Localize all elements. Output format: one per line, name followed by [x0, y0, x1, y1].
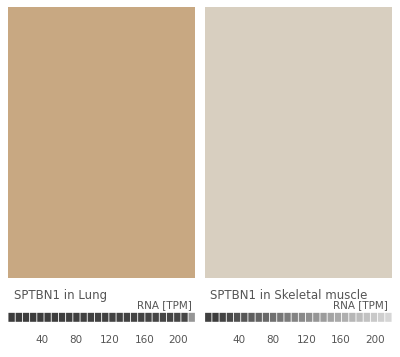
- FancyBboxPatch shape: [160, 313, 166, 322]
- FancyBboxPatch shape: [174, 313, 180, 322]
- FancyBboxPatch shape: [227, 313, 233, 322]
- FancyBboxPatch shape: [52, 313, 58, 322]
- Text: 120: 120: [297, 335, 317, 345]
- FancyBboxPatch shape: [188, 313, 195, 322]
- FancyBboxPatch shape: [138, 313, 144, 322]
- FancyBboxPatch shape: [44, 313, 51, 322]
- Text: 80: 80: [266, 335, 279, 345]
- FancyBboxPatch shape: [66, 313, 72, 322]
- Text: 160: 160: [134, 335, 154, 345]
- Text: RNA [TPM]: RNA [TPM]: [333, 301, 388, 311]
- FancyBboxPatch shape: [116, 313, 123, 322]
- FancyBboxPatch shape: [277, 313, 284, 322]
- FancyBboxPatch shape: [80, 313, 87, 322]
- FancyBboxPatch shape: [8, 313, 15, 322]
- Text: 200: 200: [168, 335, 188, 345]
- FancyBboxPatch shape: [88, 313, 94, 322]
- Text: 160: 160: [331, 335, 351, 345]
- Text: 40: 40: [232, 335, 245, 345]
- Text: 120: 120: [100, 335, 120, 345]
- FancyBboxPatch shape: [342, 313, 348, 322]
- FancyBboxPatch shape: [205, 313, 212, 322]
- FancyBboxPatch shape: [356, 313, 363, 322]
- FancyBboxPatch shape: [248, 313, 255, 322]
- FancyBboxPatch shape: [59, 313, 65, 322]
- Text: 80: 80: [70, 335, 83, 345]
- FancyBboxPatch shape: [16, 313, 22, 322]
- FancyBboxPatch shape: [167, 313, 173, 322]
- Text: 40: 40: [36, 335, 49, 345]
- FancyBboxPatch shape: [73, 313, 80, 322]
- FancyBboxPatch shape: [299, 313, 305, 322]
- FancyBboxPatch shape: [263, 313, 269, 322]
- Text: 200: 200: [365, 335, 385, 345]
- FancyBboxPatch shape: [364, 313, 370, 322]
- Text: RNA [TPM]: RNA [TPM]: [137, 301, 192, 311]
- FancyBboxPatch shape: [349, 313, 356, 322]
- FancyBboxPatch shape: [292, 313, 298, 322]
- FancyBboxPatch shape: [124, 313, 130, 322]
- FancyBboxPatch shape: [109, 313, 116, 322]
- FancyBboxPatch shape: [256, 313, 262, 322]
- FancyBboxPatch shape: [385, 313, 392, 322]
- FancyBboxPatch shape: [102, 313, 108, 322]
- FancyBboxPatch shape: [37, 313, 44, 322]
- FancyBboxPatch shape: [212, 313, 219, 322]
- FancyBboxPatch shape: [152, 313, 159, 322]
- FancyBboxPatch shape: [306, 313, 312, 322]
- FancyBboxPatch shape: [270, 313, 276, 322]
- FancyBboxPatch shape: [335, 313, 341, 322]
- FancyBboxPatch shape: [131, 313, 137, 322]
- FancyBboxPatch shape: [234, 313, 240, 322]
- FancyBboxPatch shape: [284, 313, 291, 322]
- FancyBboxPatch shape: [313, 313, 320, 322]
- FancyBboxPatch shape: [95, 313, 101, 322]
- FancyBboxPatch shape: [241, 313, 248, 322]
- FancyBboxPatch shape: [145, 313, 152, 322]
- FancyBboxPatch shape: [328, 313, 334, 322]
- FancyBboxPatch shape: [30, 313, 36, 322]
- Text: SPTBN1 in Skeletal muscle: SPTBN1 in Skeletal muscle: [210, 289, 368, 302]
- FancyBboxPatch shape: [378, 313, 384, 322]
- FancyBboxPatch shape: [371, 313, 377, 322]
- FancyBboxPatch shape: [220, 313, 226, 322]
- FancyBboxPatch shape: [320, 313, 327, 322]
- Text: SPTBN1 in Lung: SPTBN1 in Lung: [14, 289, 107, 302]
- FancyBboxPatch shape: [23, 313, 29, 322]
- FancyBboxPatch shape: [181, 313, 188, 322]
